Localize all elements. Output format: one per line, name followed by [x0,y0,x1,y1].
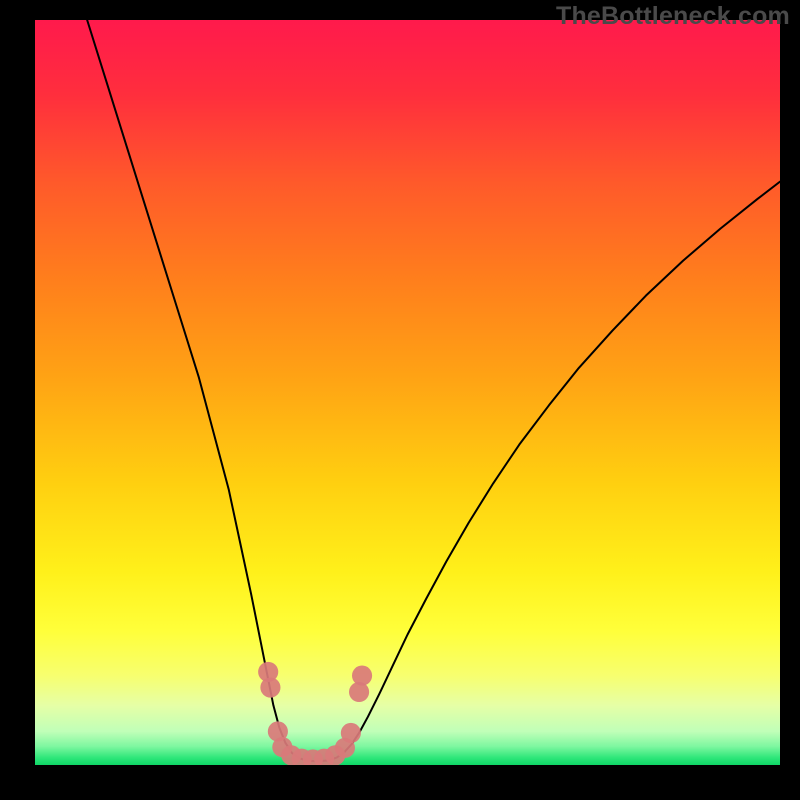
data-marker [260,677,280,697]
data-marker [352,666,372,686]
frame-right [780,0,800,800]
frame-bottom [0,765,800,800]
data-marker [341,723,361,743]
watermark-text: TheBottleneck.com [556,2,790,31]
gradient-background [35,20,780,765]
frame-left [0,0,35,800]
bottleneck-chart [0,0,800,800]
